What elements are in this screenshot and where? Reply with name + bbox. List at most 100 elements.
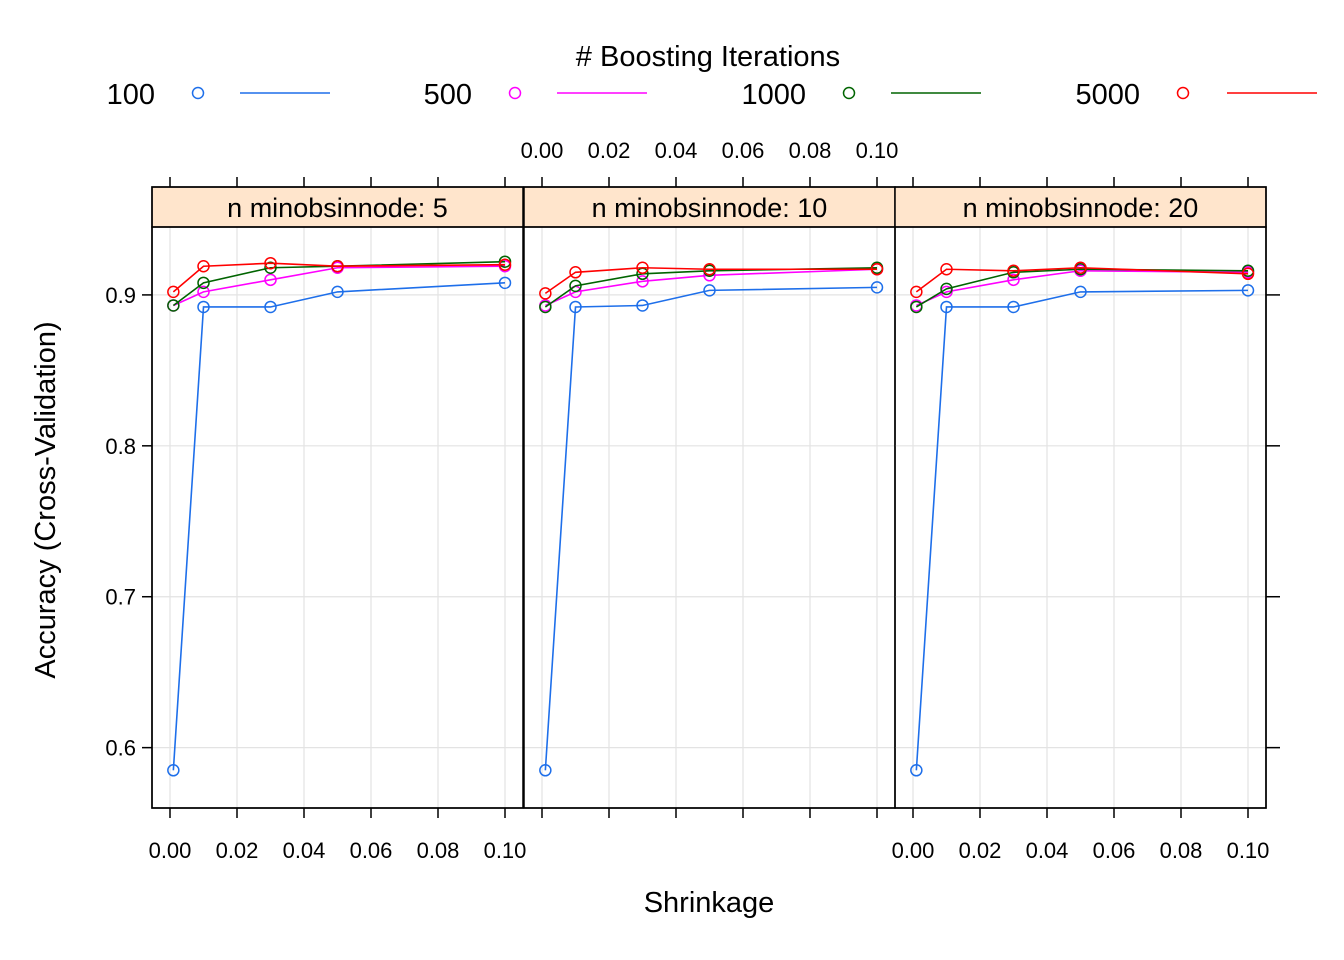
series-line [915, 266, 1249, 293]
data-point [197, 300, 210, 314]
data-point [1007, 300, 1020, 314]
series-line [544, 266, 877, 295]
x-axis-label: Shrinkage [644, 887, 775, 919]
data-point [539, 300, 552, 314]
panel-frame [151, 226, 524, 809]
x-tick-label: 0.08 [1160, 838, 1203, 863]
series-line [172, 260, 506, 307]
data-point [910, 764, 923, 777]
data-point [264, 273, 277, 287]
data-point [940, 282, 953, 296]
data-point [498, 258, 512, 271]
panel-strip [151, 186, 524, 228]
series-line [172, 282, 506, 771]
data-point [636, 261, 649, 274]
x-tick-label: 0.06 [722, 138, 765, 163]
legend-marker [191, 86, 205, 100]
data-point [703, 263, 716, 276]
series-line [916, 269, 1249, 307]
legend-marker [842, 86, 856, 100]
x-tick-label: 0.08 [417, 838, 460, 863]
data-point [1074, 285, 1087, 299]
y-axis-label: Accuracy (Cross-Validation) [30, 321, 62, 678]
x-tick-label: 0.10 [856, 138, 899, 163]
panel: n minobsinnode: 10 [523, 186, 896, 809]
x-tick-label: 0.02 [959, 838, 1002, 863]
data-point [940, 263, 953, 276]
data-point [264, 256, 277, 270]
x-tick-label: 0.10 [1227, 838, 1270, 863]
data-point [940, 300, 953, 314]
series-line [172, 262, 506, 293]
data-point [498, 276, 512, 290]
x-tick-label: 0.00 [521, 138, 564, 163]
data-point [167, 764, 180, 777]
data-point [167, 299, 180, 312]
legend: 100 500 1000 5000 [107, 79, 1317, 111]
data-point [539, 287, 552, 300]
panel-frame [523, 226, 896, 809]
data-point [1241, 284, 1255, 297]
data-point [1241, 264, 1255, 278]
axes: 0.00 0.02 0.04 0.06 0.08 0.10 0.00 0.02 0.04 0.06… [105, 138, 1280, 863]
data-point [636, 275, 649, 288]
x-tick-label: 0.02 [216, 838, 259, 863]
x-tick-label: 0.06 [1093, 838, 1136, 863]
data-point [910, 285, 923, 299]
panel-frame [894, 226, 1267, 809]
series-line [544, 286, 878, 771]
data-point [167, 285, 180, 299]
y-tick-label: 0.7 [105, 585, 136, 610]
x-tick-label: 0.00 [149, 838, 192, 863]
data-point [910, 300, 923, 314]
data-point [331, 285, 344, 299]
data-point [1074, 261, 1087, 274]
data-point [197, 259, 210, 273]
data-point [197, 285, 210, 299]
x-tick-label: 0.02 [588, 138, 631, 163]
panel-strip-label: n minobsinnode: 20 [963, 193, 1199, 223]
data-point [870, 281, 884, 294]
x-tick-label: 0.06 [350, 838, 393, 863]
data-point [331, 259, 344, 273]
x-tick-label: 0.04 [655, 138, 698, 163]
data-point [498, 255, 512, 268]
data-point [1007, 264, 1020, 278]
series-line [544, 266, 878, 308]
series-line [915, 289, 1249, 771]
legend-label: 1000 [741, 79, 806, 111]
y-tick-label: 0.8 [105, 434, 136, 459]
data-point [264, 261, 277, 274]
legend-marker [1176, 86, 1190, 100]
data-point [569, 266, 582, 279]
panels: n minobsinnode: 5 n minobsinnode: 10 n min… [151, 186, 1267, 809]
legend-title: # Boosting Iterations [576, 41, 840, 73]
x-tick-label: 0.04 [1026, 838, 1069, 863]
legend-label: 5000 [1075, 79, 1140, 111]
panel-strip [523, 186, 896, 228]
data-point [197, 276, 210, 290]
x-tick-label: 0.00 [892, 838, 935, 863]
data-point [1007, 273, 1020, 287]
x-tick-label: 0.10 [484, 838, 527, 863]
legend-marker [508, 86, 522, 100]
legend-label: 500 [424, 79, 472, 111]
x-tick-label: 0.08 [789, 138, 832, 163]
data-point [569, 300, 582, 314]
series-line [173, 265, 506, 307]
legend-label: 100 [107, 79, 155, 111]
data-point [539, 764, 552, 777]
panel-strip-label: n minobsinnode: 5 [227, 193, 448, 223]
panel-strip-label: n minobsinnode: 10 [592, 193, 828, 223]
x-tick-label: 0.04 [283, 838, 326, 863]
y-tick-label: 0.6 [105, 736, 136, 761]
data-point [636, 299, 649, 312]
panel: n minobsinnode: 5 [151, 186, 524, 809]
data-point [1241, 267, 1255, 281]
data-point [569, 279, 582, 293]
data-point [703, 284, 716, 297]
series-line [545, 268, 878, 307]
data-point [264, 300, 277, 314]
outer-frame [151, 186, 1267, 809]
